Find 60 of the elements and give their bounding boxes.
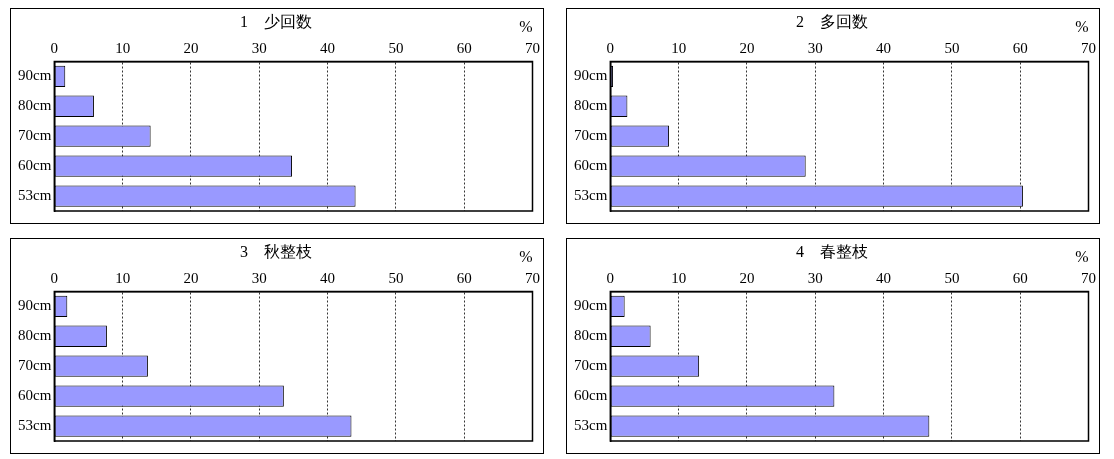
y-tick-label: 70cm [18, 357, 52, 374]
x-tick-label: 10 [115, 270, 131, 287]
y-tick-label: 80cm [574, 97, 608, 114]
chart-title: 3 秋整枝 [240, 242, 312, 260]
chart-title: 1 少回数 [240, 12, 312, 30]
x-tick-label: 30 [251, 40, 267, 57]
x-tick-label: 0 [606, 270, 615, 287]
x-tick-label: 0 [606, 40, 615, 57]
y-tick-label: 90cm [18, 67, 52, 84]
x-tick-label: 50 [944, 270, 960, 287]
x-tick-label: 30 [807, 270, 823, 287]
x-tick-label: 20 [183, 270, 199, 287]
x-tick-label: 50 [944, 40, 960, 57]
y-tick-label: 80cm [18, 97, 52, 114]
y-tick-label: 70cm [574, 357, 608, 374]
x-tick-label: 60 [1012, 40, 1028, 57]
y-tick-label: 90cm [574, 67, 608, 84]
x-tick-label: 50 [388, 270, 404, 287]
y-tick-label: 90cm [574, 297, 608, 314]
y-tick-label: 60cm [574, 387, 608, 404]
x-tick-label: 60 [456, 40, 472, 57]
x-tick-label: 40 [320, 270, 336, 287]
x-tick-label: 10 [671, 270, 687, 287]
y-tick-label: 53cm [574, 186, 608, 203]
x-tick-label: 20 [739, 40, 755, 57]
x-tick-label: 0 [50, 40, 59, 57]
x-tick-label: 40 [320, 40, 336, 57]
x-axis-title: % [519, 248, 533, 265]
y-tick-label: 60cm [18, 157, 52, 174]
x-tick-label: 60 [456, 270, 472, 287]
x-tick-label: 30 [807, 40, 823, 57]
y-tick-label: 53cm [18, 186, 52, 203]
x-axis-title: % [1075, 18, 1089, 35]
y-tick-label: 60cm [18, 387, 52, 404]
x-tick-label: 50 [388, 40, 404, 57]
x-tick-label: 20 [183, 40, 199, 57]
x-tick-label: 70 [525, 40, 540, 57]
x-axis-title: % [519, 18, 533, 35]
chart-title: 4 春整枝 [796, 242, 868, 260]
x-tick-label: 60 [1012, 270, 1028, 287]
y-tick-label: 70cm [18, 127, 52, 144]
x-tick-label: 70 [1081, 40, 1096, 57]
y-tick-label: 80cm [574, 327, 608, 344]
chart-title: 2 多回数 [796, 12, 868, 30]
x-tick-label: 40 [876, 40, 892, 57]
y-tick-label: 53cm [574, 416, 608, 433]
x-tick-label: 10 [115, 40, 131, 57]
x-tick-label: 30 [251, 270, 267, 287]
y-tick-label: 60cm [574, 157, 608, 174]
x-tick-label: 10 [671, 40, 687, 57]
y-tick-label: 53cm [18, 416, 52, 433]
x-tick-label: 20 [739, 270, 755, 287]
y-tick-label: 90cm [18, 297, 52, 314]
y-tick-label: 70cm [574, 127, 608, 144]
x-tick-label: 40 [876, 270, 892, 287]
x-axis-title: % [1075, 248, 1089, 265]
x-tick-label: 70 [1081, 270, 1096, 287]
y-tick-label: 80cm [18, 327, 52, 344]
x-tick-label: 0 [50, 270, 59, 287]
x-tick-label: 70 [525, 270, 540, 287]
